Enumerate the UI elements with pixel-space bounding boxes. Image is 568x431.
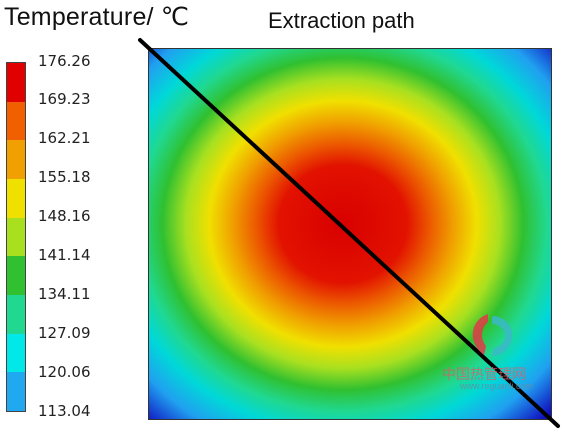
extraction-path-label: Extraction path [268,8,415,33]
legend-swatch [7,372,25,412]
legend-label: 127.09 [38,324,91,342]
watermark-site-url: www.reguanli.com [460,381,534,391]
legend-label: 155.18 [38,168,91,186]
watermark-logo-right-shape [492,316,513,356]
legend-label: 148.16 [38,207,91,225]
legend-swatch [7,333,25,373]
color-legend-bar [6,62,26,412]
legend-label: 120.06 [38,363,91,381]
legend-label: 169.23 [38,90,91,108]
watermark-site-name: 中国热管理网 [442,367,526,383]
legend-label-min: 113.04 [38,402,91,420]
watermark-logo-left-shape [472,314,488,355]
legend-title: Temperature/ ℃ [4,3,190,31]
legend-label: 141.14 [38,246,91,264]
legend-swatch [7,295,25,334]
legend-swatch [7,217,25,257]
legend-swatch [7,140,25,180]
legend-label: 134.11 [38,285,91,303]
legend-label: 162.21 [38,129,91,147]
legend-swatch [7,256,25,296]
watermark-logo-icon [472,314,513,356]
legend-swatch [7,179,25,218]
legend-swatch [7,63,25,102]
legend-swatch [7,101,25,141]
legend-label-max: 176.26 [38,52,91,70]
